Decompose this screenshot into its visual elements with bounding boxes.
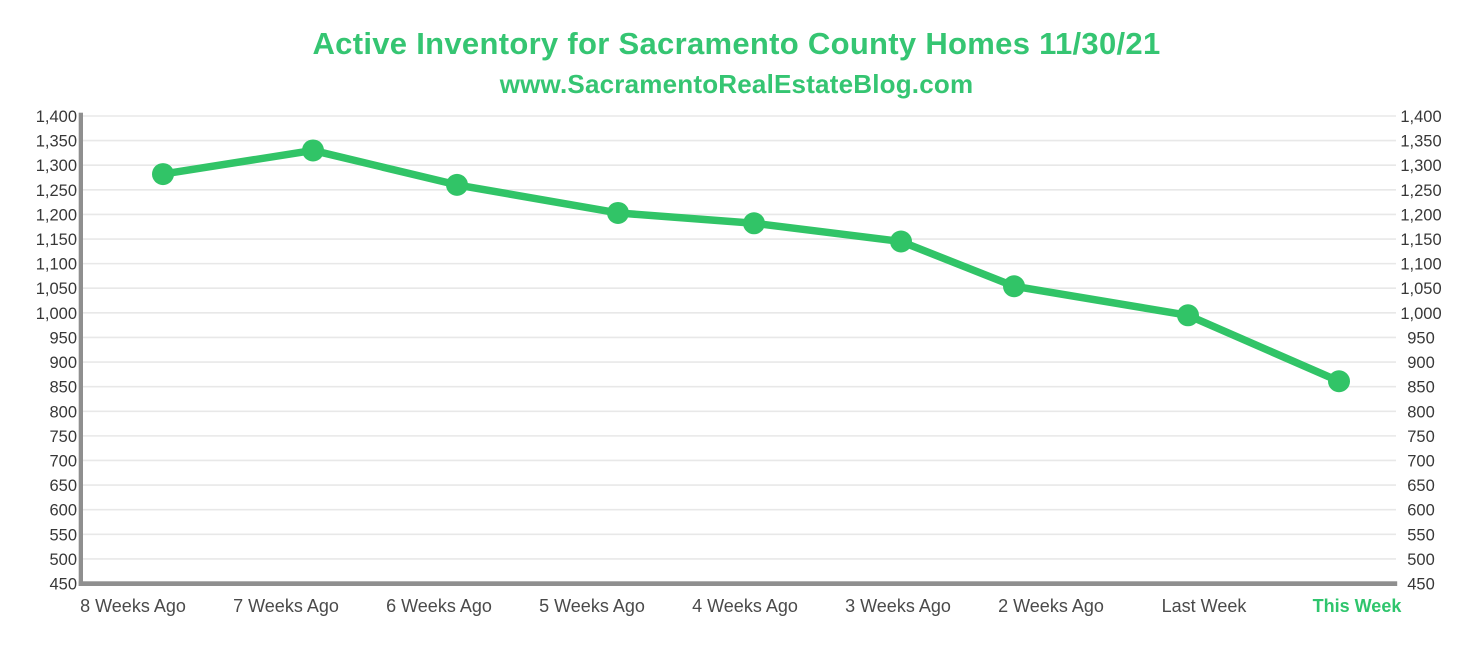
x-axis-category-label: Last Week: [1162, 596, 1248, 616]
y-axis-tick-label-left: 1,050: [36, 280, 77, 298]
y-axis-tick-label-right: 1,050: [1400, 280, 1441, 298]
y-axis-tick-label-left: 1,150: [36, 231, 77, 249]
y-axis-tick-label-left: 1,000: [36, 305, 77, 323]
data-point: [446, 173, 468, 196]
y-axis-tick-label-right: 650: [1407, 477, 1435, 495]
y-axis-tick-label-right: 1,200: [1400, 206, 1441, 224]
data-point: [743, 212, 765, 235]
y-axis-tick-label-left: 1,200: [36, 206, 77, 224]
inventory-series-line: [159, 146, 1343, 385]
y-axis-tick-label-right: 1,400: [1400, 108, 1441, 126]
y-axis-tick-label-right: 500: [1407, 551, 1435, 569]
y-axis-tick-label-left: 1,250: [36, 182, 77, 200]
y-axis-tick-label-right: 750: [1407, 428, 1435, 446]
y-axis-tick-label-right: 950: [1407, 329, 1435, 347]
y-axis-tick-label-right: 900: [1407, 354, 1435, 372]
y-axis-tick-label-left: 1,300: [36, 157, 77, 175]
data-point: [1003, 275, 1025, 298]
y-axis-tick-label-left: 500: [49, 551, 77, 569]
y-axis-tick-label-left: 1,100: [36, 256, 77, 274]
x-axis-category-label: 6 Weeks Ago: [386, 596, 492, 616]
y-axis-tick-label-left: 1,350: [36, 133, 77, 151]
y-axis-tick-label-right: 450: [1407, 576, 1435, 594]
y-axis-tick-label-right: 700: [1407, 452, 1435, 470]
y-axis-tick-label-right: 550: [1407, 526, 1435, 544]
y-axis-tick-label-left: 750: [49, 428, 77, 446]
x-axis-line: [78, 581, 1398, 586]
y-axis-tick-label-right: 800: [1407, 403, 1435, 421]
y-axis-tick-label-left: 850: [49, 379, 77, 397]
chart-title: Active Inventory for Sacramento County H…: [312, 26, 1161, 61]
x-axis-category-label: 7 Weeks Ago: [233, 596, 339, 616]
y-axis-tick-label-right: 600: [1407, 502, 1435, 520]
y-axis-tick-label-left: 650: [49, 477, 77, 495]
y-axis-tick-label-right: 1,150: [1400, 231, 1441, 249]
y-axis-tick-label-right: 850: [1407, 379, 1435, 397]
data-point: [302, 139, 324, 162]
y-axis-tick-label-left: 1,400: [36, 108, 77, 126]
data-point: [890, 230, 912, 253]
x-axis-category-label: 3 Weeks Ago: [845, 596, 951, 616]
data-point: [152, 163, 174, 186]
y-axis-tick-label-left: 600: [49, 502, 77, 520]
x-axis-category-label: 8 Weeks Ago: [80, 596, 186, 616]
data-point: [1328, 370, 1350, 393]
y-axis-tick-label-right: 1,300: [1400, 157, 1441, 175]
x-axis-category-label: 2 Weeks Ago: [998, 596, 1104, 616]
y-axis-line: [78, 112, 83, 586]
y-axis-tick-label-left: 550: [49, 526, 77, 544]
y-axis-tick-label-left: 700: [49, 452, 77, 470]
y-axis-tick-label-right: 1,250: [1400, 182, 1441, 200]
x-axis-category-label: 5 Weeks Ago: [539, 596, 645, 616]
y-axis-tick-label-right: 1,350: [1400, 133, 1441, 151]
x-axis-category-label: 4 Weeks Ago: [692, 596, 798, 616]
x-axis-label-this-week: This Week: [1313, 596, 1403, 616]
y-axis-tick-label-right: 1,000: [1400, 305, 1441, 323]
y-axis-tick-label-left: 900: [49, 354, 77, 372]
y-axis-tick-label-left: 800: [49, 403, 77, 421]
data-point: [607, 201, 629, 224]
chart-subtitle: www.SacramentoRealEstateBlog.com: [499, 69, 974, 99]
y-axis-tick-label-left: 950: [49, 329, 77, 347]
data-point: [1177, 304, 1199, 327]
y-axis-tick-label-right: 1,100: [1400, 256, 1441, 274]
y-axis-tick-label-left: 450: [49, 576, 77, 594]
